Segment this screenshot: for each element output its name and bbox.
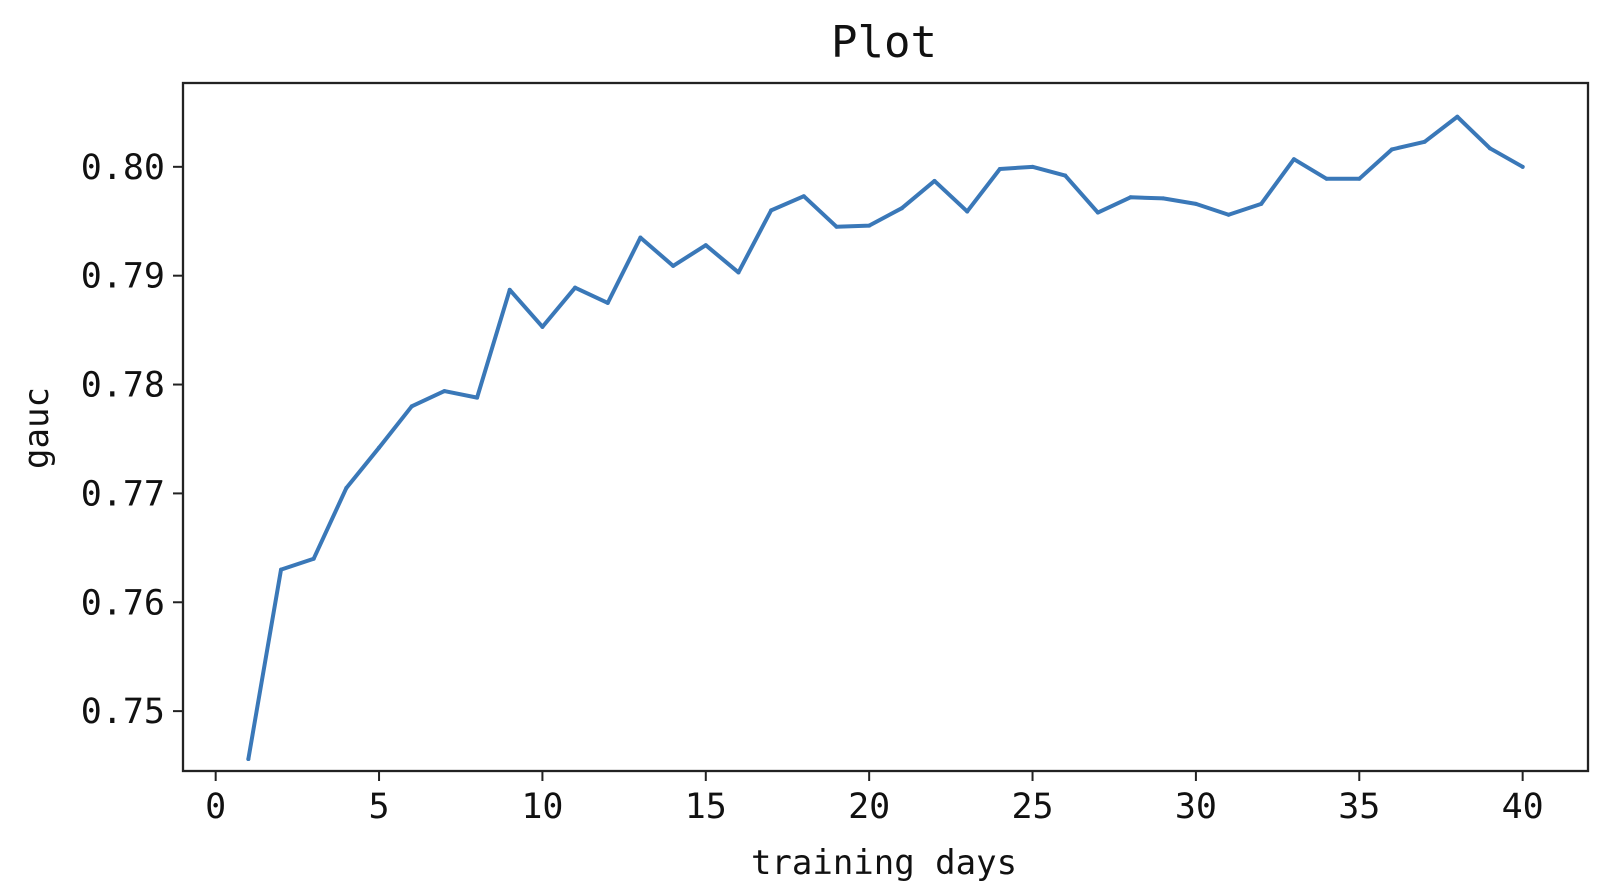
x-tick-label: 5 — [369, 787, 390, 827]
data-point — [1324, 176, 1329, 181]
data-point — [1487, 146, 1492, 151]
x-axis: 0 5 10 15 20 25 30 35 40 — [205, 771, 1544, 827]
data-point — [1226, 212, 1231, 217]
data-point — [1455, 114, 1460, 119]
data-point — [475, 395, 480, 400]
data-point — [736, 270, 741, 275]
data-point — [573, 285, 578, 290]
data-point — [1030, 164, 1035, 169]
data-point — [1128, 195, 1133, 200]
data-point — [1095, 210, 1100, 215]
data-point — [1520, 164, 1525, 169]
x-tick-label: 35 — [1338, 787, 1380, 827]
y-tick-label: 0.79 — [81, 257, 165, 297]
x-tick-label: 20 — [848, 787, 890, 827]
data-point — [311, 556, 316, 561]
data-point — [801, 194, 806, 199]
chart-title: Plot — [831, 17, 937, 68]
data-point — [540, 324, 545, 329]
x-tick-label: 10 — [521, 787, 563, 827]
y-tick-label: 0.78 — [81, 366, 165, 406]
y-tick-label: 0.76 — [81, 583, 165, 623]
data-point — [1357, 176, 1362, 181]
y-axis: 0.75 0.76 0.77 0.78 0.79 0.80 — [81, 148, 183, 732]
data-point — [1063, 173, 1068, 178]
x-tick-label: 15 — [685, 787, 727, 827]
data-point — [997, 167, 1002, 171]
data-point — [246, 757, 251, 762]
data-point — [409, 404, 414, 409]
data-point — [377, 445, 382, 450]
x-tick-label: 30 — [1175, 787, 1217, 827]
data-point — [638, 235, 643, 240]
x-axis-label: training days — [751, 843, 1017, 883]
data-point — [344, 485, 349, 490]
y-tick-label: 0.77 — [81, 474, 165, 514]
plot-area: 0 5 10 15 20 25 30 35 40 0.75 0.76 0.77 0.78 0.79 0.8… — [81, 81, 1590, 827]
data-point — [1291, 157, 1296, 162]
data-point — [899, 206, 904, 211]
data-point — [834, 224, 839, 229]
data-point — [965, 209, 970, 214]
data-point — [1259, 201, 1264, 206]
data-point — [1422, 139, 1427, 144]
x-tick-label: 25 — [1011, 787, 1053, 827]
data-point — [769, 208, 774, 213]
data-point — [867, 223, 872, 228]
data-point — [507, 287, 512, 292]
data-point — [703, 243, 708, 248]
data-point — [605, 300, 610, 305]
y-tick-label: 0.80 — [81, 148, 165, 188]
series-layer — [246, 114, 1525, 762]
data-point — [279, 567, 284, 572]
plot-frame — [181, 81, 1590, 773]
y-tick-label: 0.75 — [81, 692, 165, 732]
data-point — [1193, 201, 1198, 206]
y-axis-label: gauc — [17, 387, 57, 469]
series-line — [246, 114, 1525, 762]
data-point — [671, 263, 676, 268]
data-point — [932, 178, 937, 183]
data-point — [1389, 147, 1394, 152]
x-tick-label: 40 — [1502, 787, 1544, 827]
x-tick-label: 0 — [205, 787, 226, 827]
data-point — [442, 389, 447, 394]
data-point — [1161, 196, 1166, 201]
